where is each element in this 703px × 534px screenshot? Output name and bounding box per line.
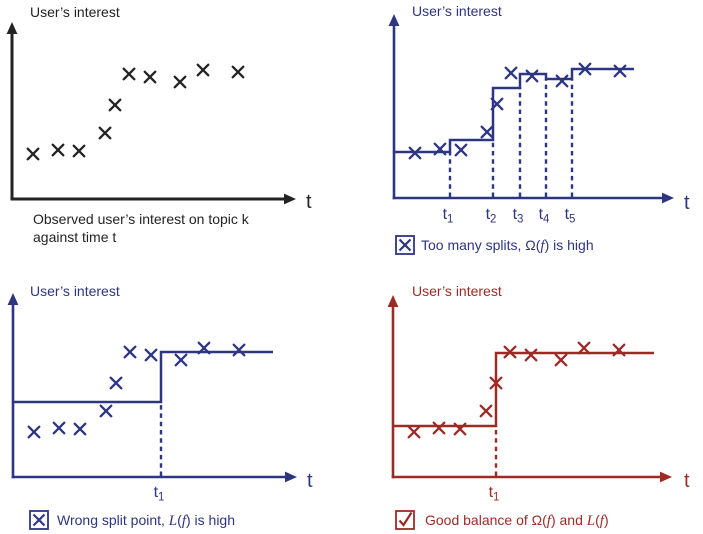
step-function-line (394, 67, 634, 154)
x-marker-icon (504, 66, 518, 80)
step-function-line (13, 350, 273, 404)
x-marker-icon (525, 69, 539, 83)
x-marker-icon (173, 75, 187, 89)
x-marker-icon (454, 143, 468, 157)
x-marker-icon (524, 348, 538, 362)
x-marker-icon (432, 421, 446, 435)
panel-observed-data-chart: User’s interest t Observed user’s interest… (6, 4, 312, 245)
x-axis-arrow-icon (284, 193, 296, 205)
x-marker-icon (407, 425, 421, 439)
x-marker-icon (231, 65, 245, 79)
y-axis-label: User’s interest (412, 3, 502, 19)
x-box-icon (29, 510, 49, 530)
x-marker-icon (52, 421, 66, 435)
x-marker-icon (555, 74, 569, 88)
panel-caption-line: against time t (33, 229, 116, 245)
x-marker-icon (489, 376, 503, 390)
split-tick-label: t2 (486, 206, 497, 226)
panel-too-many-splits-chart: User’s interest t t1 t2 t3 t4 t5 Too many split… (388, 3, 690, 255)
split-tick-label: t5 (565, 206, 576, 226)
split-tick-label: t1 (154, 484, 165, 504)
scatter-points (407, 341, 626, 439)
panel-caption: Wrong split point, L(f) is high (57, 512, 235, 529)
y-axis-label: User’s interest (30, 4, 120, 20)
x-marker-icon (197, 341, 211, 355)
panel-caption: Too many splits, Ω(f) is high (421, 237, 594, 254)
split-tick-label: t1 (443, 206, 454, 226)
x-axis-label: t (307, 470, 313, 492)
x-marker-icon (612, 343, 626, 357)
axes (6, 22, 296, 205)
scatter-points (26, 63, 245, 161)
x-marker-icon (490, 97, 504, 111)
check-box-icon (395, 510, 415, 530)
axes (387, 295, 672, 483)
scatter-points (408, 62, 627, 160)
x-marker-icon (578, 62, 592, 76)
split-tick-label: t4 (539, 206, 550, 226)
split-tick-label: t1 (489, 484, 500, 504)
panel-wrong-split-point-chart: User’s interest t t1 Wrong split point, L(f… (7, 283, 313, 530)
y-axis-arrow-icon (387, 295, 399, 307)
x-marker-icon (99, 404, 113, 418)
x-marker-icon (122, 67, 136, 81)
x-box-icon (395, 235, 415, 255)
x-axis-label: t (684, 470, 690, 492)
x-marker-icon (143, 70, 157, 84)
x-marker-icon (144, 348, 158, 362)
x-axis-arrow-icon (285, 471, 297, 483)
x-marker-icon (577, 341, 591, 355)
y-axis-arrow-icon (7, 293, 19, 305)
step-function-line (393, 351, 654, 428)
y-axis-label: User’s interest (412, 283, 502, 299)
x-marker-icon (73, 422, 87, 436)
x-axis-arrow-icon (660, 471, 672, 483)
x-marker-icon (613, 64, 627, 78)
panel-good-balance-chart: User’s interest t t1 Good balance of Ω(f) a… (387, 283, 690, 530)
x-marker-icon (72, 144, 86, 158)
y-axis-arrow-icon (388, 14, 400, 26)
x-marker-icon (232, 343, 246, 357)
panel-caption-line: Observed user’s interest on topic k (33, 211, 250, 227)
x-marker-icon (109, 376, 123, 390)
x-marker-icon (27, 425, 41, 439)
x-marker-icon (108, 98, 122, 112)
axes (7, 293, 297, 483)
x-marker-icon (433, 142, 447, 156)
x-marker-icon (453, 422, 467, 436)
x-axis-label: t (306, 191, 312, 213)
y-axis-arrow-icon (6, 22, 18, 34)
x-marker-icon (479, 404, 493, 418)
x-marker-icon (174, 353, 188, 367)
y-axis-label: User’s interest (30, 283, 120, 299)
x-marker-icon (26, 147, 40, 161)
x-axis-arrow-icon (662, 192, 674, 204)
x-marker-icon (408, 146, 422, 160)
x-axis-label: t (684, 192, 690, 214)
split-tick-label: t3 (513, 206, 524, 226)
x-marker-icon (51, 143, 65, 157)
x-marker-icon (480, 125, 494, 139)
x-marker-icon (196, 63, 210, 77)
x-marker-icon (98, 126, 112, 140)
x-marker-icon (123, 345, 137, 359)
scatter-points (27, 341, 246, 439)
x-marker-icon (503, 345, 517, 359)
x-marker-icon (554, 353, 568, 367)
axes (388, 14, 674, 204)
panel-caption: Good balance of Ω(f) and L(f) (425, 512, 609, 529)
